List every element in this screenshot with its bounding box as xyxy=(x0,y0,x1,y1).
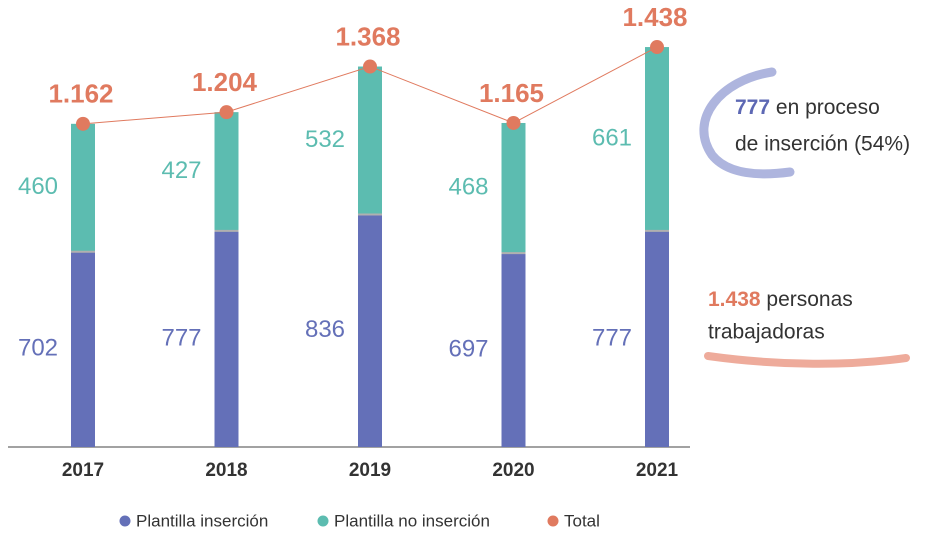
brush-stroke xyxy=(708,356,906,364)
data-label: 468 xyxy=(448,173,488,200)
data-label: 777 xyxy=(592,324,632,351)
page: 777 en proceso de inserción (54%) 1.438 … xyxy=(0,0,949,535)
annotation: 1.438 personas xyxy=(708,288,853,311)
data-label: 1.165 xyxy=(479,78,544,108)
data-label: 702 xyxy=(18,335,58,362)
data-label: 697 xyxy=(448,335,488,362)
data-label: 1.204 xyxy=(192,67,258,97)
legend-label: Plantilla no inserción xyxy=(334,511,490,530)
legend-label: Plantilla inserción xyxy=(136,511,268,530)
data-label: 661 xyxy=(592,124,632,151)
bar xyxy=(645,231,669,447)
bar xyxy=(645,47,669,231)
annotation-text: en proceso xyxy=(776,96,880,119)
bar xyxy=(358,67,382,215)
bar xyxy=(502,123,526,253)
total-point xyxy=(76,117,90,131)
data-label: 836 xyxy=(305,316,345,343)
annotation-text: de inserción (54%) xyxy=(735,133,910,156)
data-label: 532 xyxy=(305,126,345,153)
data-label: 1.162 xyxy=(48,79,113,109)
data-label: 427 xyxy=(161,157,201,184)
data-label: 777 xyxy=(161,324,201,351)
bar xyxy=(215,231,239,447)
legend-marker xyxy=(318,516,329,527)
data-label: 1.368 xyxy=(335,21,400,51)
x-tick-label: 2017 xyxy=(62,460,104,481)
chart: 777 en proceso de inserción (54%) 1.438 … xyxy=(0,0,949,535)
bar xyxy=(71,124,95,252)
x-tick-label: 2018 xyxy=(205,460,247,481)
x-tick-label: 2019 xyxy=(349,460,391,481)
x-tick-label: 2021 xyxy=(636,460,679,481)
legend-label: Total xyxy=(564,511,600,530)
bar xyxy=(215,112,239,231)
bar xyxy=(502,253,526,447)
annotation: 777 en proceso xyxy=(735,96,880,119)
annotation-emphasis: 777 xyxy=(735,96,770,119)
legend-marker xyxy=(548,516,559,527)
total-point xyxy=(363,60,377,74)
total-point xyxy=(650,40,664,54)
annotation-emphasis: 1.438 xyxy=(708,288,761,311)
total-point xyxy=(220,105,234,119)
brush-stroke xyxy=(704,72,790,174)
data-label: 1.438 xyxy=(622,2,687,32)
data-label: 460 xyxy=(18,173,58,200)
x-tick-label: 2020 xyxy=(492,460,534,481)
bar xyxy=(358,214,382,447)
annotation-text: trabajadoras xyxy=(708,321,825,344)
total-point xyxy=(507,116,521,130)
annotation-text: personas xyxy=(766,288,852,311)
bar xyxy=(71,252,95,447)
legend-marker xyxy=(120,516,131,527)
